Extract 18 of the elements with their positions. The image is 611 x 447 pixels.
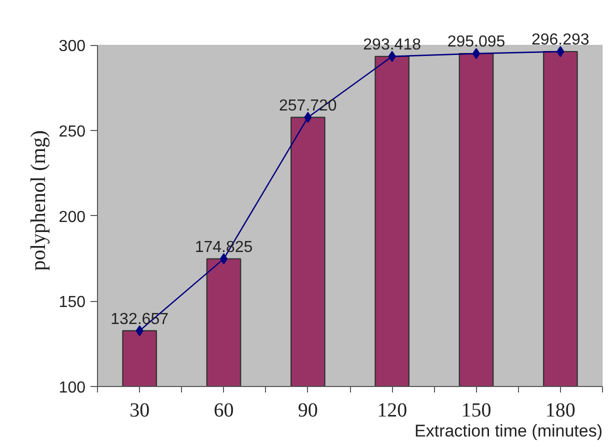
x-tick-label: 120 bbox=[377, 400, 408, 422]
x-axis-title: Extraction time (minutes) bbox=[414, 422, 603, 440]
data-label: 293.418 bbox=[363, 36, 422, 54]
point bbox=[472, 48, 480, 60]
x-tick-label: 180 bbox=[545, 400, 576, 422]
y-tick-label: 100 bbox=[58, 380, 86, 396]
y-axis-title: polyphenol (mg) bbox=[26, 130, 50, 271]
x-tick-label: 150 bbox=[461, 400, 492, 422]
y-tick-label: 300 bbox=[58, 38, 86, 56]
x-tick-label: 60 bbox=[214, 400, 234, 422]
point bbox=[220, 253, 228, 264]
y-tick-label: 250 bbox=[58, 124, 86, 141]
x-tick-label: 90 bbox=[298, 400, 318, 422]
data-label: 295.095 bbox=[447, 34, 506, 51]
x-tick-label: 30 bbox=[130, 400, 150, 422]
data-label: 296.293 bbox=[532, 32, 590, 49]
y-tick-label: 150 bbox=[58, 294, 86, 312]
y-tick-label: 200 bbox=[58, 208, 86, 226]
